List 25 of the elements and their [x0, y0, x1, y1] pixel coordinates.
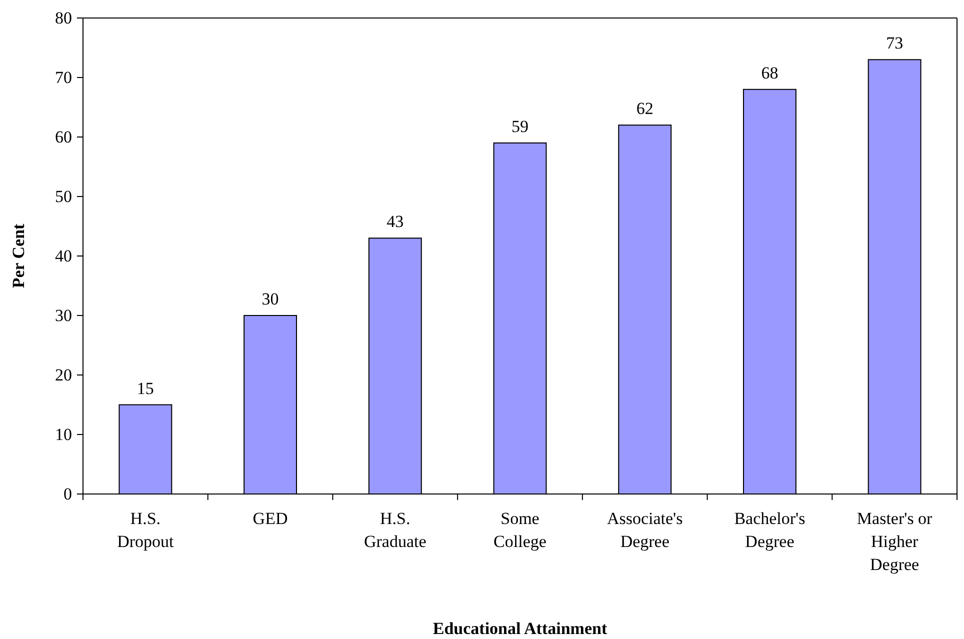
data-label: 30	[262, 290, 279, 308]
y-tick-label: 0	[64, 484, 72, 504]
x-tick-label: Associate's Degree	[606, 509, 683, 551]
data-label: 68	[761, 63, 778, 82]
y-tick-label: 60	[55, 127, 72, 146]
data-label: 73	[886, 34, 904, 53]
x-axis-title: Educational Attainment	[432, 619, 608, 638]
y-axis-title: Per Cent	[9, 223, 28, 288]
data-label: 43	[386, 212, 404, 232]
data-label: 15	[136, 378, 154, 398]
x-tick-label: H.S. Graduate	[364, 509, 426, 551]
y-tick-label: 80	[55, 8, 72, 28]
data-label: 59	[512, 116, 528, 136]
data-label: 62	[636, 99, 654, 118]
y-tick-label: 20	[55, 365, 72, 384]
y-tick-label: 70	[55, 68, 72, 87]
y-tick-label: 40	[55, 246, 72, 266]
y-tick-label: 50	[55, 186, 72, 206]
y-tick-label: 30	[55, 306, 72, 325]
x-tick-label: Master's or Higher Degree	[856, 509, 933, 574]
x-tick-label: Bachelor's Degree	[734, 509, 806, 551]
x-tick-label: Some College	[494, 509, 546, 551]
x-tick-label: H.S. Dropout	[117, 509, 174, 551]
y-tick-label: 10	[55, 424, 72, 444]
x-tick-label: GED	[252, 509, 288, 528]
